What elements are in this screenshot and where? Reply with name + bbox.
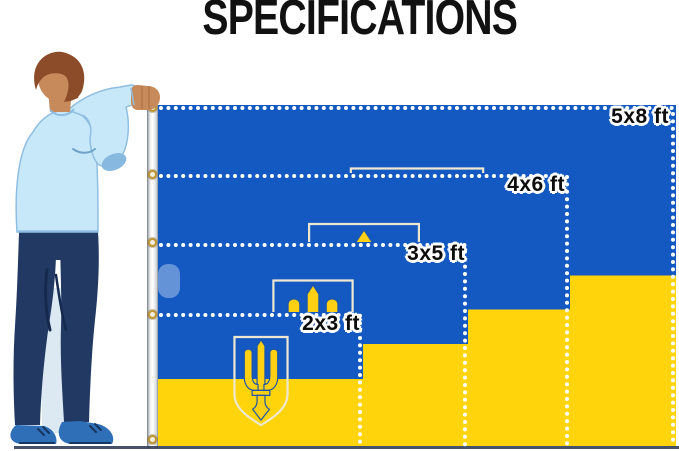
flag-size-label: 2x3 ft <box>302 312 360 335</box>
flag-size-label: 4x6 ft <box>507 173 565 196</box>
grommet <box>148 310 157 319</box>
trident-emblem <box>232 335 289 427</box>
person-pants <box>13 232 99 425</box>
person-arm <box>66 84 140 168</box>
dotted-border <box>159 313 362 448</box>
person-hand <box>130 85 160 110</box>
flag-pole <box>147 98 158 448</box>
person-sweater <box>15 109 99 233</box>
grommet <box>148 435 157 444</box>
ground-shadow-line <box>14 446 679 449</box>
dotted-border <box>159 243 467 448</box>
flag-size-label: 3x5 ft <box>407 242 465 265</box>
flag-size-label: 5x8 ft <box>611 105 669 128</box>
page-title-wrap: SPECIFICATIONS <box>40 0 679 44</box>
person-shoes <box>10 421 114 444</box>
person-hair-nape <box>70 74 80 101</box>
grommet <box>148 170 157 179</box>
dotted-border <box>159 174 569 448</box>
hand-silhouette <box>158 264 180 298</box>
person-cuff-line <box>130 87 135 106</box>
dotted-border <box>159 106 675 448</box>
person-illustration <box>10 51 160 444</box>
person-armpit-fold <box>72 148 96 154</box>
page-title: SPECIFICATIONS <box>202 0 518 45</box>
person-collar <box>49 108 75 117</box>
person-hair <box>34 51 85 102</box>
flag-2x3: 2x3 ft <box>158 312 363 448</box>
person-elbow-shade <box>101 152 127 172</box>
grommet <box>148 238 157 247</box>
